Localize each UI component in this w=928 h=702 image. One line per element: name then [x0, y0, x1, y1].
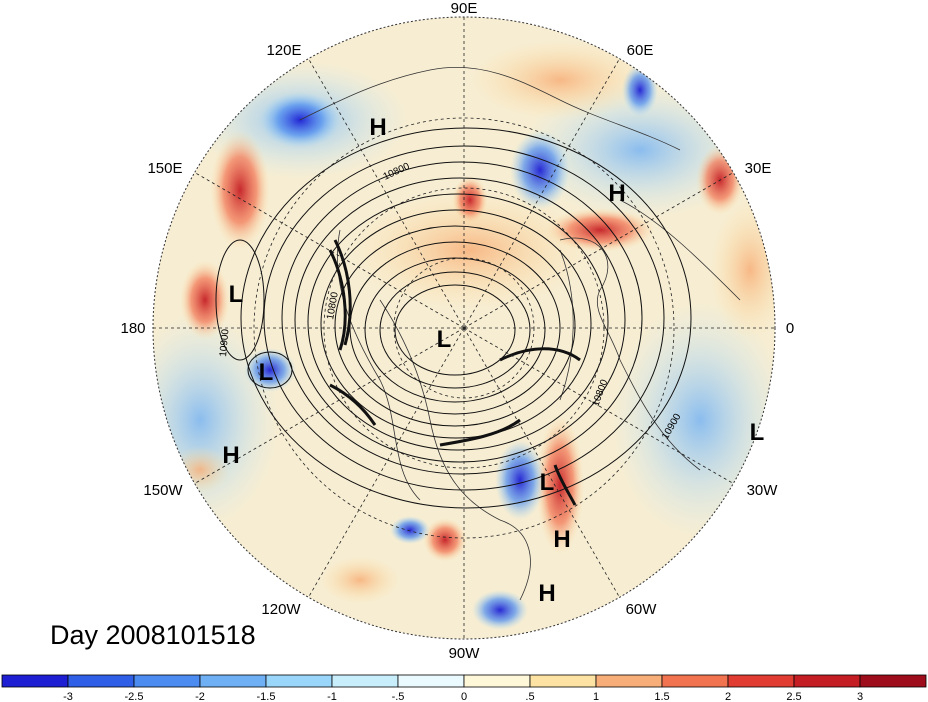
pressure-systems: H H L L L H L L H H	[222, 114, 764, 607]
low-marker: L	[259, 359, 274, 386]
colorbar-tick-label: -2.5	[125, 691, 144, 702]
contour-label: 10800	[325, 291, 341, 321]
colorbar-tick-label: 1.5	[654, 691, 669, 702]
high-marker: H	[553, 526, 570, 553]
colorbar-box	[727, 674, 795, 688]
low-marker: L	[540, 469, 555, 496]
lon-label-120w: 120W	[261, 601, 301, 618]
low-marker: L	[750, 419, 765, 446]
lon-label-150e: 150E	[147, 160, 182, 177]
lon-label-60w: 60W	[626, 601, 658, 618]
colorbar-tick-labels: -3 -2.5 -2 -1.5 -1 -.5 0 .5 1 1.5 2 2.5 3	[63, 691, 863, 702]
colorbar-tick-label: 2	[725, 691, 731, 702]
colorbar-box	[397, 674, 465, 688]
colorbar-tick-label: -3	[63, 691, 73, 702]
colorbar-box	[199, 674, 267, 688]
lon-label-0: 0	[786, 320, 794, 337]
high-marker: H	[222, 442, 239, 469]
lon-label-120e: 120E	[266, 42, 301, 59]
colorbar-box	[331, 674, 399, 688]
graticule	[153, 17, 775, 639]
colorbar-box	[133, 674, 201, 688]
colorbar-boxes	[1, 674, 927, 688]
colorbar-tick-label: .5	[525, 691, 534, 702]
high-marker: H	[608, 180, 625, 207]
colorbar-box	[529, 674, 597, 688]
lon-label-30w: 30W	[747, 482, 779, 499]
colorbar-box	[793, 674, 861, 688]
longitude-labels: 90E 60E 30E 0 30W 60W 90W 120W 150W 180 …	[120, 0, 794, 662]
lon-label-180: 180	[120, 320, 145, 337]
low-marker: L	[229, 281, 244, 308]
colorbar-box	[1, 674, 69, 688]
colorbar-tick-label: -.5	[392, 691, 405, 702]
lon-label-150w: 150W	[143, 482, 183, 499]
colorbar: -3 -2.5 -2 -1.5 -1 -.5 0 .5 1 1.5 2 2.5 3	[1, 674, 927, 702]
colorbar-tick-label: -2	[195, 691, 205, 702]
colorbar-tick-label: -1.5	[257, 691, 276, 702]
colorbar-tick-label: 0	[461, 691, 467, 702]
lon-label-90e: 90E	[451, 0, 478, 17]
map-boundary	[152, 16, 776, 640]
colorbar-box	[661, 674, 729, 688]
colorbar-tick-label: 2.5	[786, 691, 801, 702]
colorbar-tick-label: 1	[593, 691, 599, 702]
lon-label-90w: 90W	[449, 645, 481, 662]
lon-label-60e: 60E	[627, 42, 654, 59]
colorbar-tick-label: -1	[327, 691, 337, 702]
low-marker: L	[437, 326, 452, 353]
colorbar-box	[463, 674, 531, 688]
anomaly-field	[153, 17, 775, 639]
high-marker: H	[538, 580, 555, 607]
polar-stereographic-map: 90E 60E 30E 0 30W 60W 90W 120W 150W 180 …	[120, 0, 794, 662]
contour-label: 10900	[218, 328, 231, 357]
high-marker: H	[369, 114, 386, 141]
colorbar-box	[265, 674, 333, 688]
lon-label-30e: 30E	[745, 160, 772, 177]
colorbar-tick-label: 3	[857, 691, 863, 702]
day-label: Day 2008101518	[50, 620, 256, 650]
colorbar-box	[859, 674, 927, 688]
colorbar-box	[595, 674, 663, 688]
colorbar-box	[67, 674, 135, 688]
